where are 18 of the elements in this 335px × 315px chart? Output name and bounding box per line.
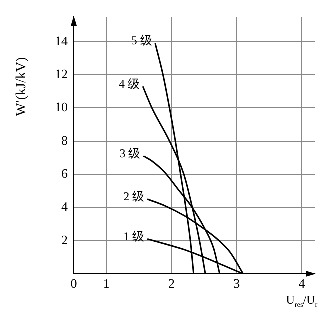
y-tick-label: 10 — [55, 100, 68, 115]
series-label: 3 级 — [120, 146, 141, 160]
y-tick-label: 12 — [55, 66, 68, 82]
y-tick-label: 8 — [62, 132, 68, 148]
x-tick-label: 1 — [103, 276, 110, 292]
x-tick-label: 3 — [234, 276, 240, 292]
x-tick-label: 0 — [70, 276, 78, 292]
series-label: 4 级 — [119, 76, 140, 91]
y-tick-label: 6 — [62, 166, 68, 181]
y-axis-title: W′(kJ/kV) — [14, 57, 30, 116]
y-tick-label: 2 — [62, 232, 68, 248]
x-tick-label: 4 — [298, 276, 306, 292]
y-tick-label: 4 — [62, 199, 68, 214]
y-tick-label: 14 — [55, 33, 68, 48]
series-label: 1 级 — [124, 229, 145, 244]
x-tick-label: 2 — [168, 276, 175, 292]
series-label: 2 级 — [124, 190, 145, 204]
series-label: 5 级 — [131, 34, 152, 48]
